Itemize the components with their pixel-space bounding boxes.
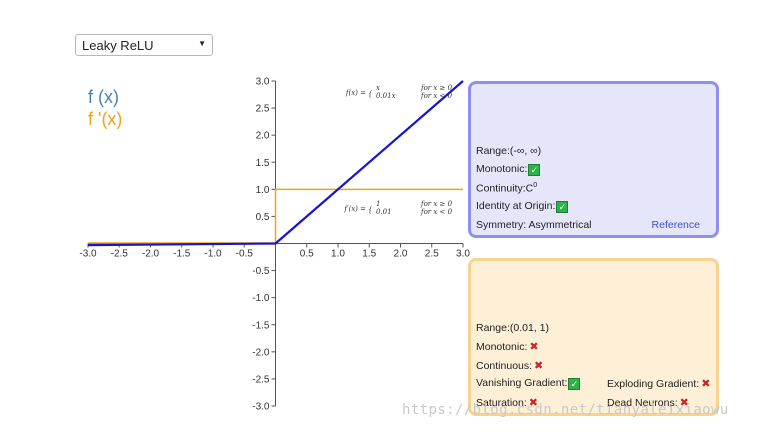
dead-neurons-label: Dead Neurons: (607, 397, 678, 409)
formula-function-brace: { (368, 90, 373, 98)
watermark: https://blog.csdn.net/tianyaleixiaowu (402, 402, 729, 418)
identity-label: Identity at Origin: (476, 200, 556, 212)
function-series-line (87, 80, 464, 247)
saturation-label: Saturation: (476, 397, 527, 409)
formula-derivative-case-expr: 0.01 (376, 208, 392, 216)
x-tick-label: -2.0 (142, 249, 160, 260)
check-icon: ✓ (556, 201, 569, 213)
derivative-range-text: Range:(0.01, 1) (476, 322, 549, 334)
continuity-superscript: 0 (533, 182, 538, 189)
x-tick-label: -0.5 (236, 249, 254, 260)
y-tick-label: -1.5 (252, 320, 270, 331)
x-tick-label: 1.5 (362, 249, 376, 260)
derivative-series-line (88, 188, 463, 244)
dead-neurons-row: Dead Neurons: ✖ (607, 396, 689, 409)
cross-icon: ✖ (701, 378, 711, 390)
y-tick-label: -1.0 (252, 293, 270, 304)
cross-icon: ✖ (529, 341, 539, 353)
formula-function-case-expr: 0.01x (376, 92, 396, 100)
activation-select[interactable]: Leaky ReLU ▼ (75, 34, 213, 56)
range-text: Range:(-∞, ∞) (476, 145, 542, 157)
plot-axes: -3.0 -2.5 -2.0 -1.5 -1.0 -0.5 0.5 1.0 1.5 2.0 2.5 3… (79, 77, 470, 413)
formula-derivative: f′(x) = {1 for x ≥ 0 0.01 for x < 0 (343, 200, 452, 216)
derivative-monotonic-row: Monotonic: ✖ (476, 340, 539, 353)
derivative-monotonic-label: Monotonic: (476, 341, 528, 353)
vanishing-gradient-label: Vanishing Gradient: (476, 377, 568, 389)
x-tick-label: 2.0 (394, 249, 408, 260)
formula-function-case-cond: for x < 0 (420, 92, 453, 100)
y-tick-label: 1.5 (256, 158, 270, 169)
x-tick-label: 2.5 (425, 249, 439, 260)
activation-select-value: Leaky ReLU (82, 38, 154, 53)
legend-derivative: f '(x) (88, 109, 123, 129)
monotonic-label: Monotonic: (476, 163, 528, 175)
function-properties-panel: Range:(-∞, ∞) Monotonic: ✓ Continuity:C0 … (468, 81, 719, 238)
y-tick-label: 3.0 (256, 77, 270, 88)
formula-derivative-case-expr: 1 (376, 200, 380, 208)
formula-function: f(x) = {x for x ≥ 0 0.01x for x < 0 (345, 84, 453, 100)
formula-derivative-lhs: f′(x) = (343, 205, 366, 213)
formula-function-case-expr: x (376, 84, 380, 92)
y-tick-label: 0.5 (256, 212, 270, 223)
cross-icon: ✖ (534, 360, 544, 372)
legend-function: f (x) (88, 87, 119, 107)
x-tick-label: 3.0 (456, 249, 470, 260)
y-tick-label: 1.0 (256, 185, 270, 196)
y-tick-label: -0.5 (252, 266, 270, 277)
derivative-properties-panel: Range:(0.01, 1) Monotonic: ✖ Continuous: ✖… (468, 258, 719, 416)
continuity-label: Continuity:C (476, 182, 534, 195)
x-tick-label: -2.5 (111, 249, 129, 260)
check-icon: ✓ (528, 164, 541, 176)
y-tick-label: 2.0 (256, 131, 270, 142)
plot-series (87, 80, 464, 247)
formula-derivative-case-cond: for x < 0 (420, 208, 453, 216)
x-tick-label: 0.5 (300, 249, 314, 260)
check-icon: ✓ (568, 378, 581, 390)
exploding-gradient-row: Exploding Gradient: ✖ (607, 377, 710, 390)
saturation-row: Saturation: ✖ (476, 396, 538, 409)
formula-function-case-cond: for x ≥ 0 (420, 84, 453, 92)
formula-derivative-case-cond: for x ≥ 0 (420, 200, 453, 208)
cross-icon: ✖ (528, 397, 539, 409)
y-tick-label: -2.5 (252, 374, 270, 385)
vanishing-gradient-row: Vanishing Gradient: ✓ (476, 377, 581, 390)
y-tick-label: -2.0 (252, 347, 270, 358)
x-tick-label: 1.0 (331, 249, 345, 260)
y-tick-label: 2.5 (256, 104, 270, 115)
continuity-row: Continuity:C0 (476, 182, 537, 195)
x-tick-label: -1.5 (173, 249, 191, 260)
continuous-label: Continuous: (476, 360, 533, 372)
cross-icon: ✖ (679, 397, 689, 409)
exploding-gradient-label: Exploding Gradient: (607, 378, 700, 390)
symmetry-text: Symmetry: Asymmetrical (476, 219, 592, 231)
chevron-down-icon: ▼ (198, 39, 206, 48)
formula-function-lhs: f(x) = (345, 89, 366, 97)
x-tick-label: -1.0 (204, 249, 222, 260)
x-tick-label: -3.0 (79, 249, 97, 260)
formula-derivative-brace: { (368, 206, 373, 214)
y-tick-label: -3.0 (252, 402, 270, 413)
identity-row: Identity at Origin: ✓ (476, 200, 569, 213)
continuous-row: Continuous: ✖ (476, 359, 543, 372)
reference-link[interactable]: Reference (651, 219, 700, 231)
monotonic-row: Monotonic: ✓ (476, 163, 541, 176)
